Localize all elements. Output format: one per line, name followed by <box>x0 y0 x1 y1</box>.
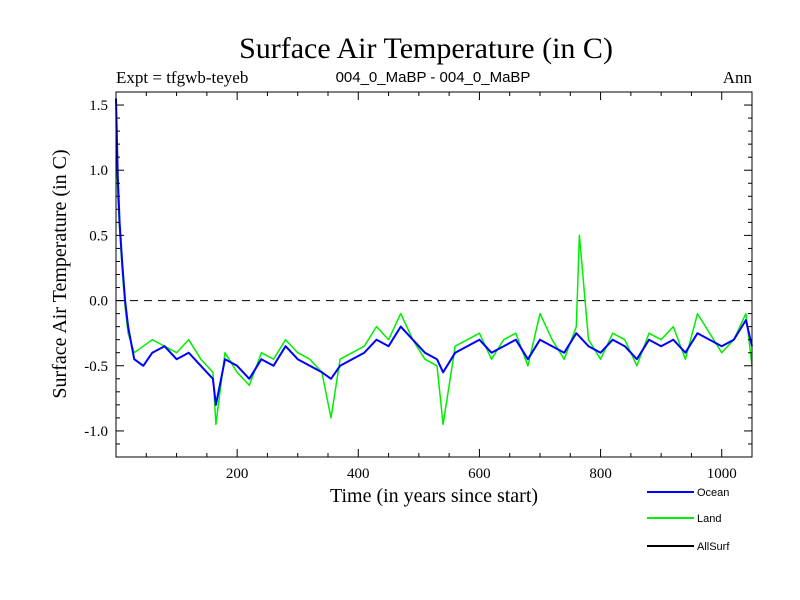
y-tick-label: 0.0 <box>89 294 108 310</box>
y-tick-label: 1.5 <box>89 98 108 114</box>
series-line-land <box>115 118 753 426</box>
period-label: 004_0_MaBP - 004_0_MaBP <box>336 69 531 86</box>
x-tick-label: 1000 <box>707 466 737 482</box>
axes: -1.0 -0.5 0.0 0.5 1.0 1.5 200 400 600 800 1000 <box>84 92 753 482</box>
x-axis-label: Time (in years since start) <box>330 485 538 507</box>
y-tick-label: -1.0 <box>84 424 108 440</box>
x-tick-label: 200 <box>226 466 249 482</box>
plot-frame <box>115 91 753 458</box>
legend: Ocean Land AllSurf <box>647 487 730 553</box>
legend-label-land: Land <box>697 513 721 525</box>
x-tick-label: 600 <box>468 466 491 482</box>
x-tick-label: 800 <box>589 466 612 482</box>
x-tick-label: 400 <box>347 466 370 482</box>
chart-title: Surface Air Temperature (in C) <box>239 32 613 65</box>
legend-label-allsurf: AllSurf <box>697 541 730 553</box>
y-tick-label: 1.0 <box>89 163 108 179</box>
y-tick-label: -0.5 <box>84 359 108 375</box>
series-line-ocean <box>115 98 753 406</box>
season-label: Ann <box>723 68 753 87</box>
y-axis-label: Surface Air Temperature (in C) <box>49 149 71 398</box>
experiment-label: Expt = tfgwb-teyeb <box>116 68 248 87</box>
plot-area <box>115 98 753 426</box>
legend-label-ocean: Ocean <box>697 487 729 499</box>
y-tick-label: 0.5 <box>89 228 108 244</box>
